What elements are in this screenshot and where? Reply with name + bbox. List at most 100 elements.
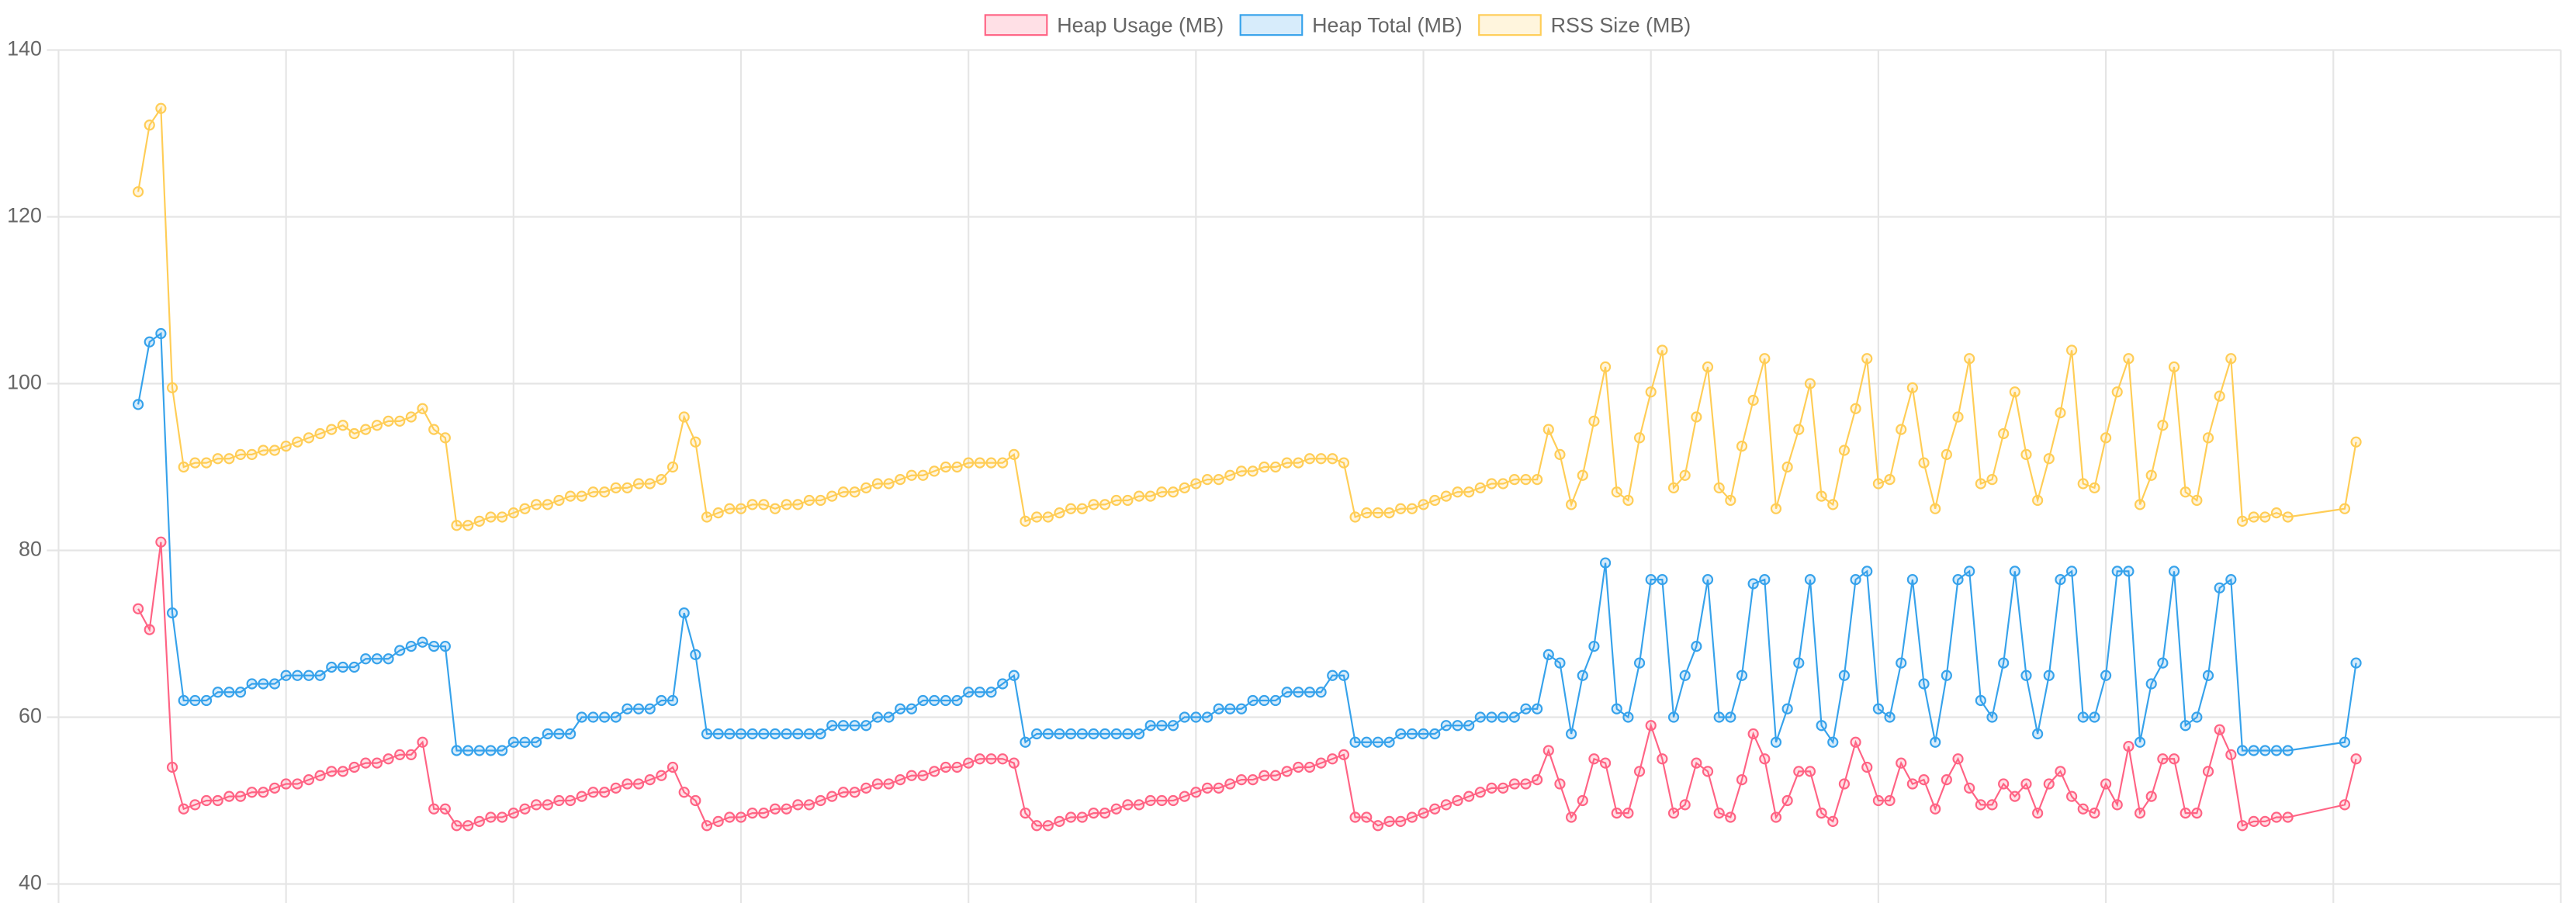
data-point [2123,566,2135,577]
data-point [690,436,701,448]
data-point [769,503,781,514]
data-point [1986,711,1998,723]
data-point [997,678,1009,690]
data-point [394,749,406,760]
data-point [1065,503,1077,514]
data-point [1281,766,1293,777]
data-point [781,499,792,510]
data-point [1338,669,1350,681]
data-point [2134,736,2146,748]
data-point [1542,424,1554,435]
data-point [1532,474,1543,486]
data-point [1906,778,1918,790]
data-point [155,536,167,548]
data-point [348,427,360,440]
data-point [189,457,201,469]
data-point [1906,382,1918,393]
data-point [1702,361,1714,373]
data-point [1975,799,1986,811]
data-point [2055,407,2066,419]
data-point [1315,687,1327,698]
data-point [1224,469,1236,481]
data-point [1110,803,1122,815]
data-point [2066,791,2078,802]
data-point [1031,728,1043,740]
data-point [1293,761,1304,773]
data-point [1838,445,1851,456]
data-point [1861,353,1873,365]
data-point [1952,411,1964,423]
data-point [769,803,781,815]
data-point [860,720,872,732]
data-point [371,757,383,769]
data-point [1486,478,1497,490]
data-point [2259,511,2271,523]
data-point [166,607,178,619]
data-point [1793,766,1805,777]
data-point [144,119,155,131]
data-point [132,186,144,198]
data-point [200,457,213,469]
data-point [917,770,929,781]
data-point [337,420,349,431]
data-point [1975,694,1986,707]
data-point [2089,711,2100,723]
data-point [1736,774,1748,786]
data-point [644,703,656,714]
data-point [1099,728,1111,740]
data-point [178,803,189,815]
data-point [1133,799,1145,811]
data-point [1896,757,1907,769]
data-point [1964,566,1975,577]
data-point [1259,770,1270,781]
data-point [905,469,917,481]
data-point [2077,711,2089,723]
data-point [1247,465,1259,477]
data-point [1588,753,1600,765]
data-point [758,499,770,510]
data-point [1872,703,1884,714]
data-point [1679,469,1691,481]
data-point [656,770,667,781]
data-point [292,669,303,681]
data-point [1144,490,1156,502]
data-point [610,782,621,794]
data-point [735,503,747,514]
data-point [895,474,906,486]
data-point [1110,494,1122,507]
data-point [2248,745,2259,756]
data-point [1827,815,1839,827]
data-point [234,448,247,460]
data-point [1838,669,1851,681]
data-point [1259,694,1270,707]
data-point [1941,448,1952,460]
data-point [1065,811,1077,823]
data-point [746,728,758,740]
data-point [1622,808,1634,819]
data-point [2168,753,2180,765]
data-point [1781,461,1793,473]
data-point [2100,432,2112,444]
data-point [1247,694,1259,707]
data-point [1679,669,1691,681]
data-point [2202,669,2214,681]
data-point [712,507,724,519]
data-point [1930,736,1941,748]
data-point [1770,811,1782,823]
data-point [1633,766,1646,777]
data-point [1633,657,1646,669]
data-point [1304,453,1316,465]
data-point [758,728,770,740]
data-point [837,787,850,798]
data-point [1395,503,1407,514]
data-point [439,432,451,444]
data-point [1702,574,1714,586]
data-point [883,711,895,723]
data-point [690,794,701,807]
data-point [348,761,360,773]
data-point [519,736,531,748]
legend-swatch [1239,14,1304,36]
data-point [1508,778,1520,790]
data-point [303,432,315,444]
data-point [223,687,235,698]
